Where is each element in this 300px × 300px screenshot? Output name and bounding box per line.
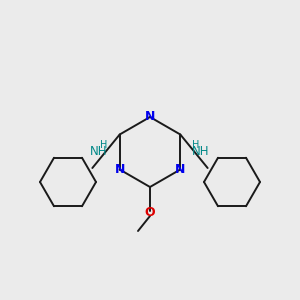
- Text: N: N: [115, 163, 125, 176]
- Text: O: O: [145, 206, 155, 220]
- Text: NH: NH: [90, 145, 108, 158]
- Text: N: N: [175, 163, 185, 176]
- Text: N: N: [145, 110, 155, 124]
- Text: NH: NH: [192, 145, 210, 158]
- Text: H: H: [192, 140, 200, 150]
- Text: H: H: [100, 140, 108, 150]
